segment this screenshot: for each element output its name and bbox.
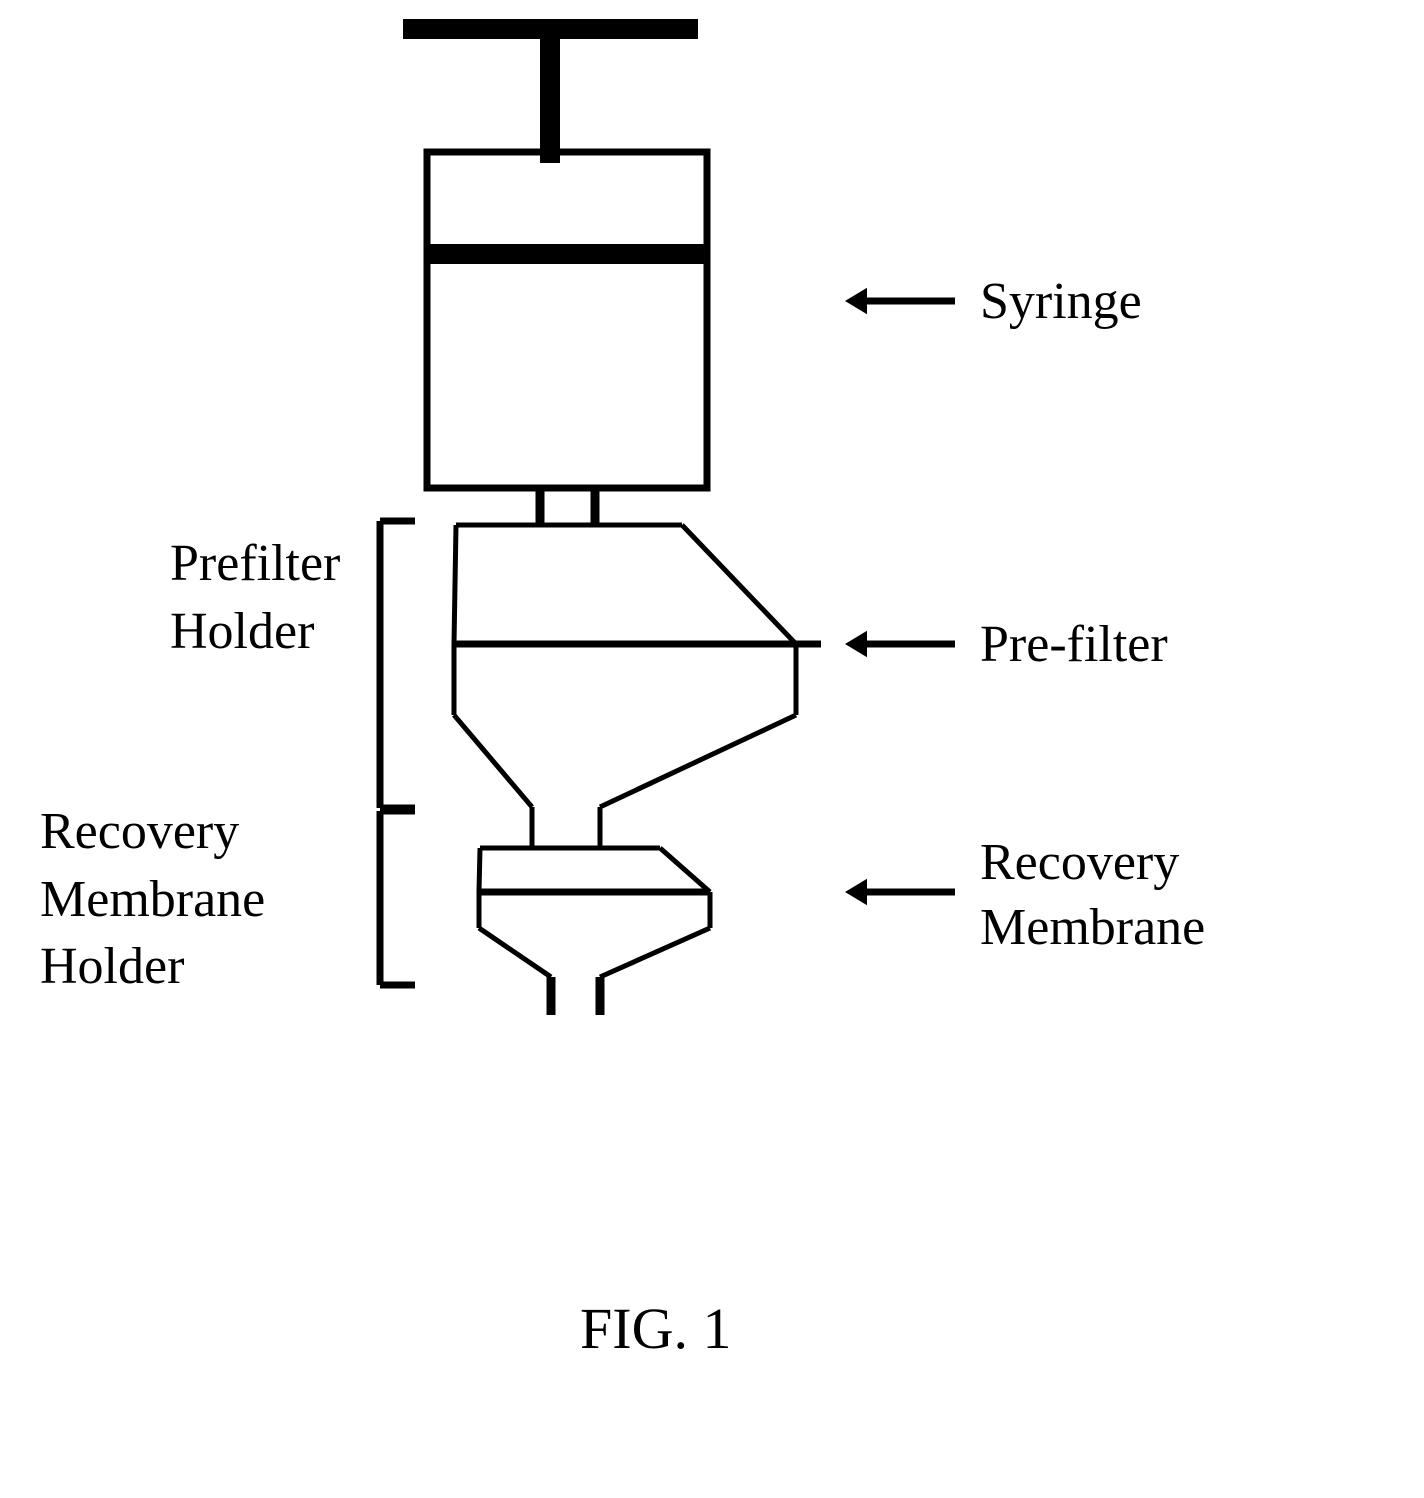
label-prefilter-holder: Prefilter Holder xyxy=(170,530,340,665)
figure-caption: FIG. 1 xyxy=(580,1295,731,1362)
label-syringe: Syringe xyxy=(980,272,1142,331)
label-recovery-membrane: Recovery Membrane xyxy=(980,830,1205,960)
filtration-diagram xyxy=(0,0,1424,1498)
label-recovery-holder: Recovery Membrane Holder xyxy=(40,798,265,1001)
label-prefilter: Pre-filter xyxy=(980,615,1168,674)
